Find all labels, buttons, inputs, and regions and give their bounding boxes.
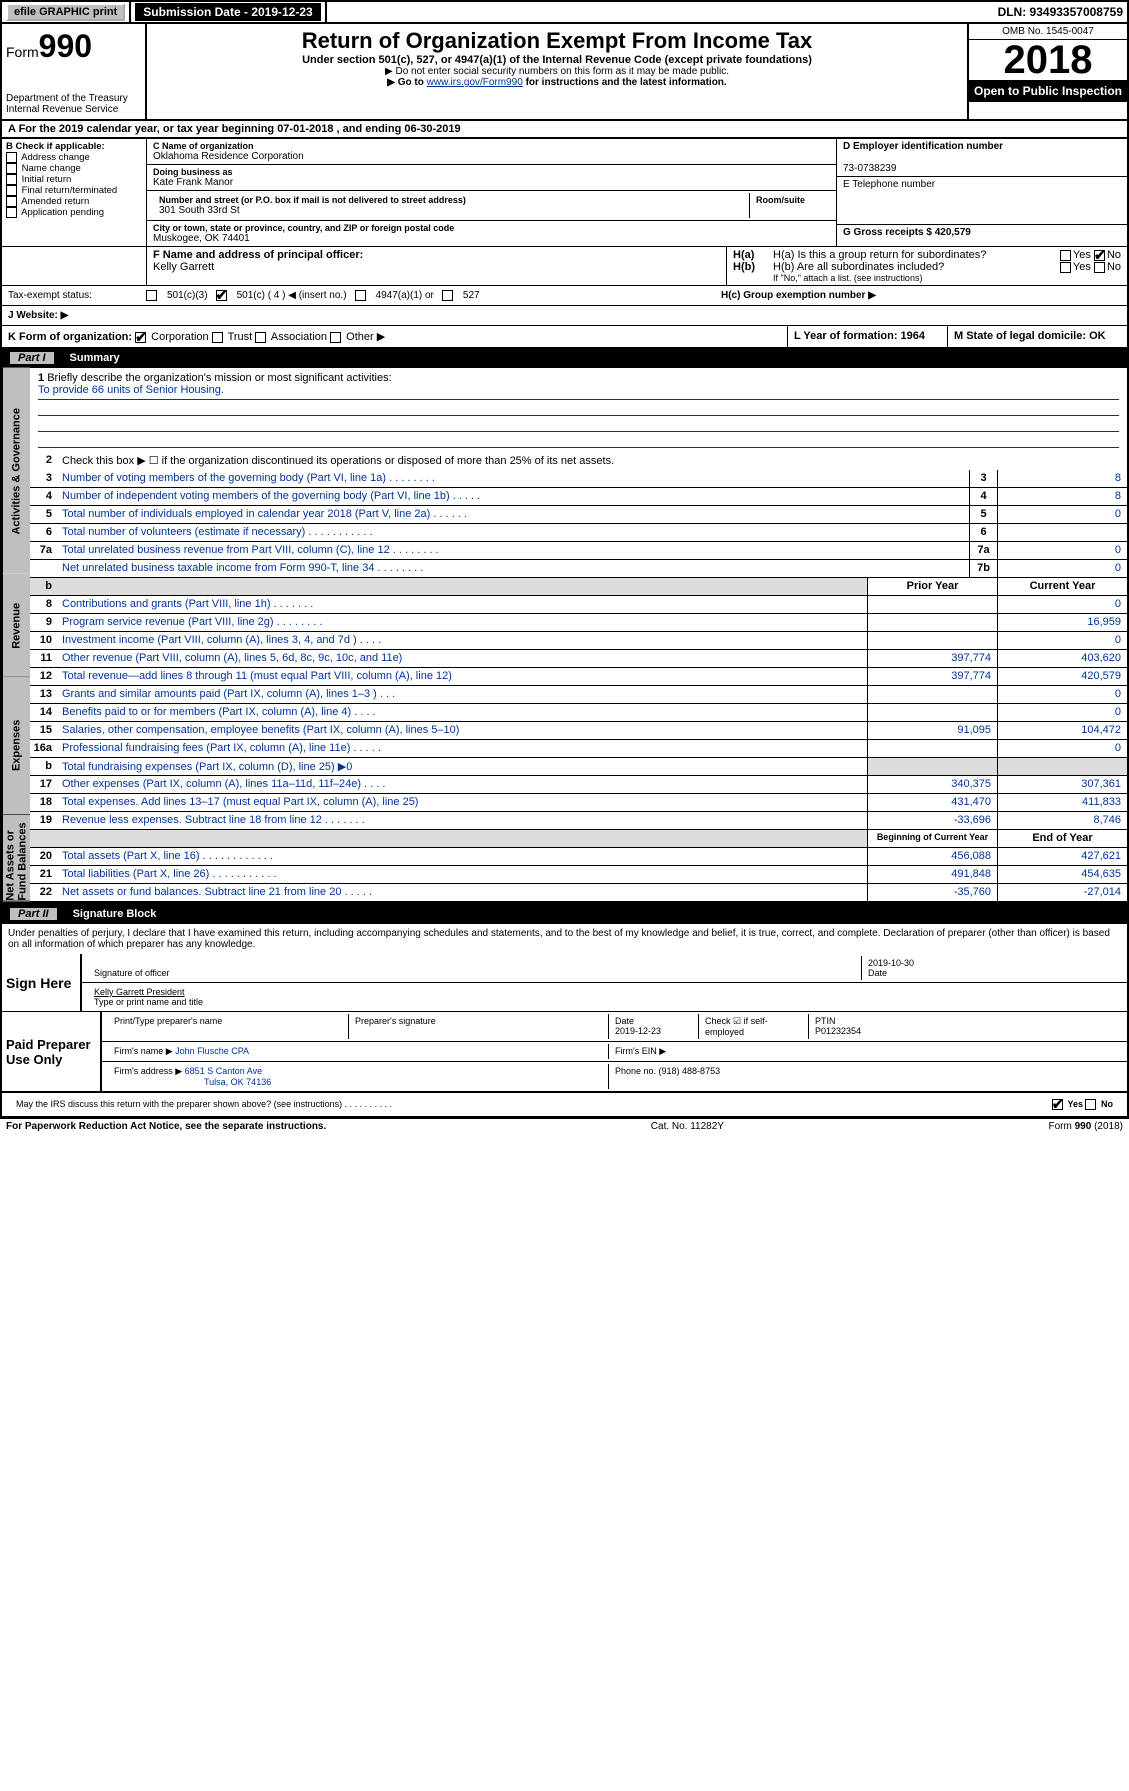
instructions-link[interactable]: www.irs.gov/Form990 xyxy=(427,77,523,88)
header-right: OMB No. 1545-0047 2018 Open to Public In… xyxy=(967,24,1127,119)
table-row: 22Net assets or fund balances. Subtract … xyxy=(30,884,1127,902)
table-row: 10Investment income (Part VIII, column (… xyxy=(30,632,1127,650)
table-row: 7aTotal unrelated business revenue from … xyxy=(30,542,1127,560)
col-d: D Employer identification number73-07382… xyxy=(837,139,1127,246)
form-header: Form990 Department of the Treasury Inter… xyxy=(0,24,1129,121)
form-title: Return of Organization Exempt From Incom… xyxy=(151,28,963,54)
paid-preparer-label: Paid Preparer Use Only xyxy=(2,1012,102,1091)
row-f-h: F Name and address of principal officer:… xyxy=(0,246,1129,286)
table-row: 14Benefits paid to or for members (Part … xyxy=(30,704,1127,722)
chk-other[interactable] xyxy=(330,332,341,343)
table-row: 18Total expenses. Add lines 13–17 (must … xyxy=(30,794,1127,812)
table-row: 6Total number of volunteers (estimate if… xyxy=(30,524,1127,542)
hb-yes[interactable] xyxy=(1060,262,1071,273)
table-row: 20Total assets (Part X, line 16) . . . .… xyxy=(30,848,1127,866)
table-row: 4Number of independent voting members of… xyxy=(30,488,1127,506)
mission-block: 1 Briefly describe the organization's mi… xyxy=(30,368,1127,452)
sign-here-label: Sign Here xyxy=(2,954,82,1011)
chk-4947[interactable] xyxy=(355,290,366,301)
table-row: 11Other revenue (Part VIII, column (A), … xyxy=(30,650,1127,668)
row-a: A For the 2019 calendar year, or tax yea… xyxy=(0,121,1129,139)
discuss-yes[interactable] xyxy=(1052,1099,1063,1110)
table-row: bTotal fundraising expenses (Part IX, co… xyxy=(30,758,1127,776)
efile-cell: efile GRAPHIC print xyxy=(2,2,131,22)
hb-no[interactable] xyxy=(1094,262,1105,273)
discuss-no[interactable] xyxy=(1085,1099,1096,1110)
chk-final[interactable] xyxy=(6,185,17,196)
table-row: 16aProfessional fundraising fees (Part I… xyxy=(30,740,1127,758)
chk-501c3[interactable] xyxy=(146,290,157,301)
chk-assoc[interactable] xyxy=(255,332,266,343)
col-c: C Name of organizationOklahoma Residence… xyxy=(147,139,837,246)
chk-initial[interactable] xyxy=(6,174,17,185)
header-left: Form990 Department of the Treasury Inter… xyxy=(2,24,147,119)
row-k: K Form of organization: Corporation Trus… xyxy=(0,326,1129,348)
page-footer: For Paperwork Reduction Act Notice, see … xyxy=(0,1118,1129,1134)
part2-header: Part IISignature Block xyxy=(0,904,1129,924)
table-row: 9Program service revenue (Part VIII, lin… xyxy=(30,614,1127,632)
section-bcd: B Check if applicable: Address change Na… xyxy=(0,139,1129,246)
perjury-text: Under penalties of perjury, I declare th… xyxy=(0,924,1129,954)
chk-trust[interactable] xyxy=(212,332,223,343)
tax-status-row: Tax-exempt status: 501(c)(3) 501(c) ( 4 … xyxy=(0,286,1129,306)
website-row: J Website: ▶ xyxy=(0,306,1129,326)
chk-amended[interactable] xyxy=(6,196,17,207)
table-row: 13Grants and similar amounts paid (Part … xyxy=(30,686,1127,704)
chk-address[interactable] xyxy=(6,152,17,163)
table-row: 19Revenue less expenses. Subtract line 1… xyxy=(30,812,1127,830)
ha-yes[interactable] xyxy=(1060,250,1071,261)
ha-no[interactable] xyxy=(1094,250,1105,261)
summary-table: Activities & Governance Revenue Expenses… xyxy=(0,368,1129,904)
chk-corp[interactable] xyxy=(135,332,146,343)
efile-button[interactable]: efile GRAPHIC print xyxy=(6,3,125,21)
header-mid: Return of Organization Exempt From Incom… xyxy=(147,24,967,119)
part1-header: Part ISummary xyxy=(0,348,1129,368)
chk-name[interactable] xyxy=(6,163,17,174)
table-row: 12Total revenue—add lines 8 through 11 (… xyxy=(30,668,1127,686)
table-row: 21Total liabilities (Part X, line 26) . … xyxy=(30,866,1127,884)
signature-section: Sign Here Signature of officer2019-10-30… xyxy=(0,954,1129,1118)
table-row: Net unrelated business taxable income fr… xyxy=(30,560,1127,578)
submission-date: Submission Date - 2019-12-23 xyxy=(131,2,326,22)
chk-501c[interactable] xyxy=(216,290,227,301)
table-row: 3Number of voting members of the governi… xyxy=(30,470,1127,488)
chk-527[interactable] xyxy=(442,290,453,301)
table-row: 5Total number of individuals employed in… xyxy=(30,506,1127,524)
dln: DLN: 93493357008759 xyxy=(994,2,1127,22)
table-row: 17Other expenses (Part IX, column (A), l… xyxy=(30,776,1127,794)
top-bar: efile GRAPHIC print Submission Date - 20… xyxy=(0,0,1129,24)
table-row: 8Contributions and grants (Part VIII, li… xyxy=(30,596,1127,614)
col-b: B Check if applicable: Address change Na… xyxy=(2,139,147,246)
table-row: 15Salaries, other compensation, employee… xyxy=(30,722,1127,740)
chk-pending[interactable] xyxy=(6,207,17,218)
